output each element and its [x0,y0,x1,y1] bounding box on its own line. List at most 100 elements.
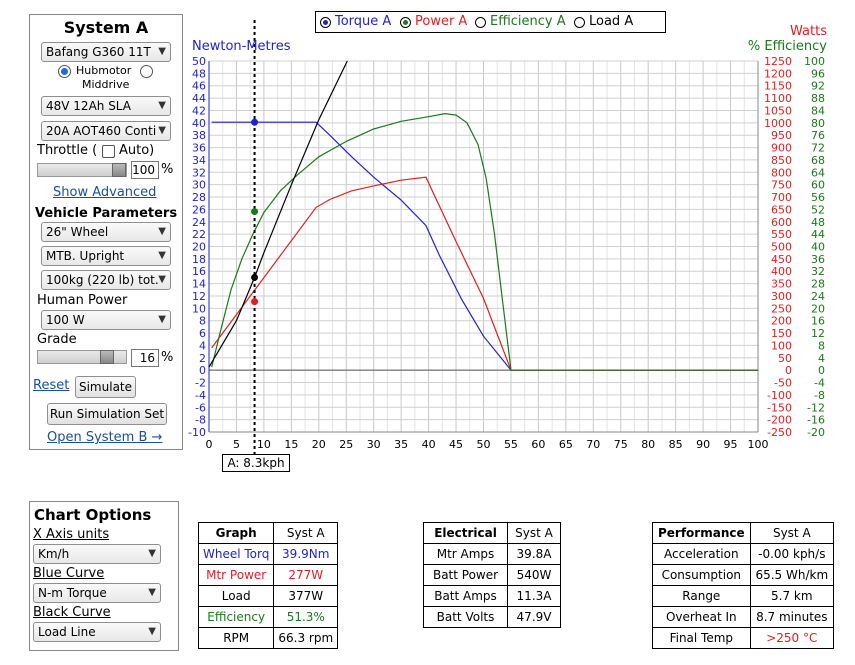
torque-tick-label: 38 [192,129,206,142]
power-legend-icon[interactable] [400,17,411,28]
x-tick-label: 70 [586,438,600,451]
run-simulation-set-button[interactable]: Run Simulation Set [47,403,167,425]
chevron-down-icon: ▼ [158,274,166,285]
hubmotor-label: Hubmotor [76,64,132,77]
black-curve-label: Black Curve [33,605,111,620]
watts-tick-label: 350 [771,278,792,291]
electrical-row-value: 39.8A [507,543,561,565]
middrive-radio[interactable] [140,65,153,78]
performance-header-0: Performance [652,522,751,544]
efficiency-tick-label: 52 [811,203,825,216]
performance-row-label: Overheat In [652,606,751,628]
motor-select[interactable]: Bafang G360 11T ▼ [41,42,171,62]
hubmotor-radio[interactable] [58,65,71,78]
electrical-header-0: Electrical [422,522,509,544]
torque-tick-label: 26 [192,203,206,216]
grade-slider-thumb[interactable] [100,350,115,364]
simulate-button[interactable]: Simulate [75,376,136,398]
graph-row-value: 377W [273,585,339,607]
wheel-select-value: 26" Wheel [46,225,109,239]
x-tick-label: 80 [641,438,655,451]
watts-tick-label: 550 [771,228,792,241]
throttle-label: Throttle ( [37,143,98,158]
blue-curve-select[interactable]: N-m Torque ▼ [33,583,161,603]
grade-input[interactable]: 16 [131,349,159,367]
x-tick-label: 40 [422,438,436,451]
watts-tick-label: 100 [771,339,792,352]
graph-row-label: Efficiency [197,606,275,628]
efficiency-tick-label: 96 [811,67,825,80]
posture-select[interactable]: MTB. Upright ▼ [41,246,171,266]
show-advanced-link[interactable]: Show Advanced [53,185,157,200]
mass-select[interactable]: 100kg (220 lb) tot. ▼ [41,270,171,290]
performance-chart[interactable]: -10-8-6-4-202468101214161820222426283032… [0,0,855,480]
watts-tick-label: 900 [771,142,792,155]
efficiency-tick-label: 68 [811,154,825,167]
torque-tick-label: 50 [192,55,206,68]
torque-tick-label: 40 [192,117,206,130]
electrical-row-value: 540W [507,564,561,586]
watts-tick-label: -200 [767,414,792,427]
torque-legend-icon[interactable]: #legendBox .legdot:nth-child(1)::after{b… [320,17,331,28]
human-power-select[interactable]: 100 W ▼ [41,310,171,330]
chevron-down-icon: ▼ [158,250,166,261]
throttle-slider-thumb[interactable] [112,163,126,177]
torque-tick-label: 48 [192,67,206,80]
human-power-label: Human Power [37,293,128,308]
mass-select-value: 100kg (220 lb) tot. [46,273,159,287]
table-row: Acceleration -0.00 kph/s [652,543,835,565]
efficiency-tick-label: 32 [811,265,825,278]
throttle-input[interactable]: 100 [131,161,159,179]
load-legend-icon[interactable] [574,17,585,28]
efficiency-tick-label: 88 [811,92,825,105]
table-row: Wheel Torq 39.9Nm [197,543,339,565]
battery-select[interactable]: 48V 12Ah SLA ▼ [41,96,171,116]
system-a-title: System A [63,18,149,37]
watts-tick-label: 700 [771,191,792,204]
efficiency-tick-label: 40 [811,241,825,254]
efficiency-tick-label: 60 [811,179,825,192]
watts-tick-label: 850 [771,154,792,167]
torque-tick-label: 34 [192,154,206,167]
efficiency-legend-icon[interactable] [475,17,486,28]
graph-header-1: Syst A [273,522,339,544]
table-row: Batt Volts 47.9V [422,606,561,628]
controller-select[interactable]: 20A AOT460 Conti ▼ [41,121,171,141]
graph-row-label: Load [197,585,275,607]
legend-efficiency[interactable]: Efficiency A [490,14,566,29]
graph-row-value: 51.3% [273,606,339,628]
watts-tick-label: 250 [771,302,792,315]
grade-unit: % [161,350,174,365]
blue-curve-label: Blue Curve [33,566,105,581]
performance-row-label: Range [652,585,751,607]
torque-tick-label: 10 [192,302,206,315]
electrical-row-label: Batt Amps [422,585,509,607]
legend-load[interactable]: Load A [589,14,634,29]
chevron-down-icon: ▼ [158,125,166,136]
efficiency-curve [211,112,758,371]
electrical-row-label: Mtr Amps [422,543,509,565]
table-row: Batt Amps 11.3A [422,585,561,607]
throttle-slider[interactable] [37,163,127,177]
grade-slider[interactable] [37,350,127,364]
graph-table: Graph Syst A Wheel Torq 39.9Nm Mtr Power 277W… [197,522,339,649]
x-axis-units-select[interactable]: Km/h ▼ [33,544,161,564]
open-system-b-link[interactable]: Open System B → [47,430,163,445]
table-row: Consumption 65.5 Wh/km [652,564,835,586]
vehicle-parameters-label: Vehicle Parameters [35,206,178,221]
efficiency-tick-label: 76 [811,129,825,142]
wheel-select[interactable]: 26" Wheel ▼ [41,222,171,242]
reset-link[interactable]: Reset [33,378,70,393]
torque-tick-label: 18 [192,253,206,266]
torque-tick-label: 16 [192,265,206,278]
torque-tick-label: 22 [192,228,206,241]
efficiency-cursor-point [251,208,259,216]
legend-torque[interactable]: Torque A [335,14,392,29]
torque-tick-label: -10 [188,426,206,439]
auto-throttle-checkbox[interactable] [102,145,115,158]
torque-tick-label: -8 [195,414,206,427]
black-curve-select[interactable]: Load Line ▼ [33,622,161,642]
table-row: Load 377W [197,585,339,607]
legend-power[interactable]: Power A [415,14,468,29]
efficiency-tick-label: -12 [807,401,825,414]
